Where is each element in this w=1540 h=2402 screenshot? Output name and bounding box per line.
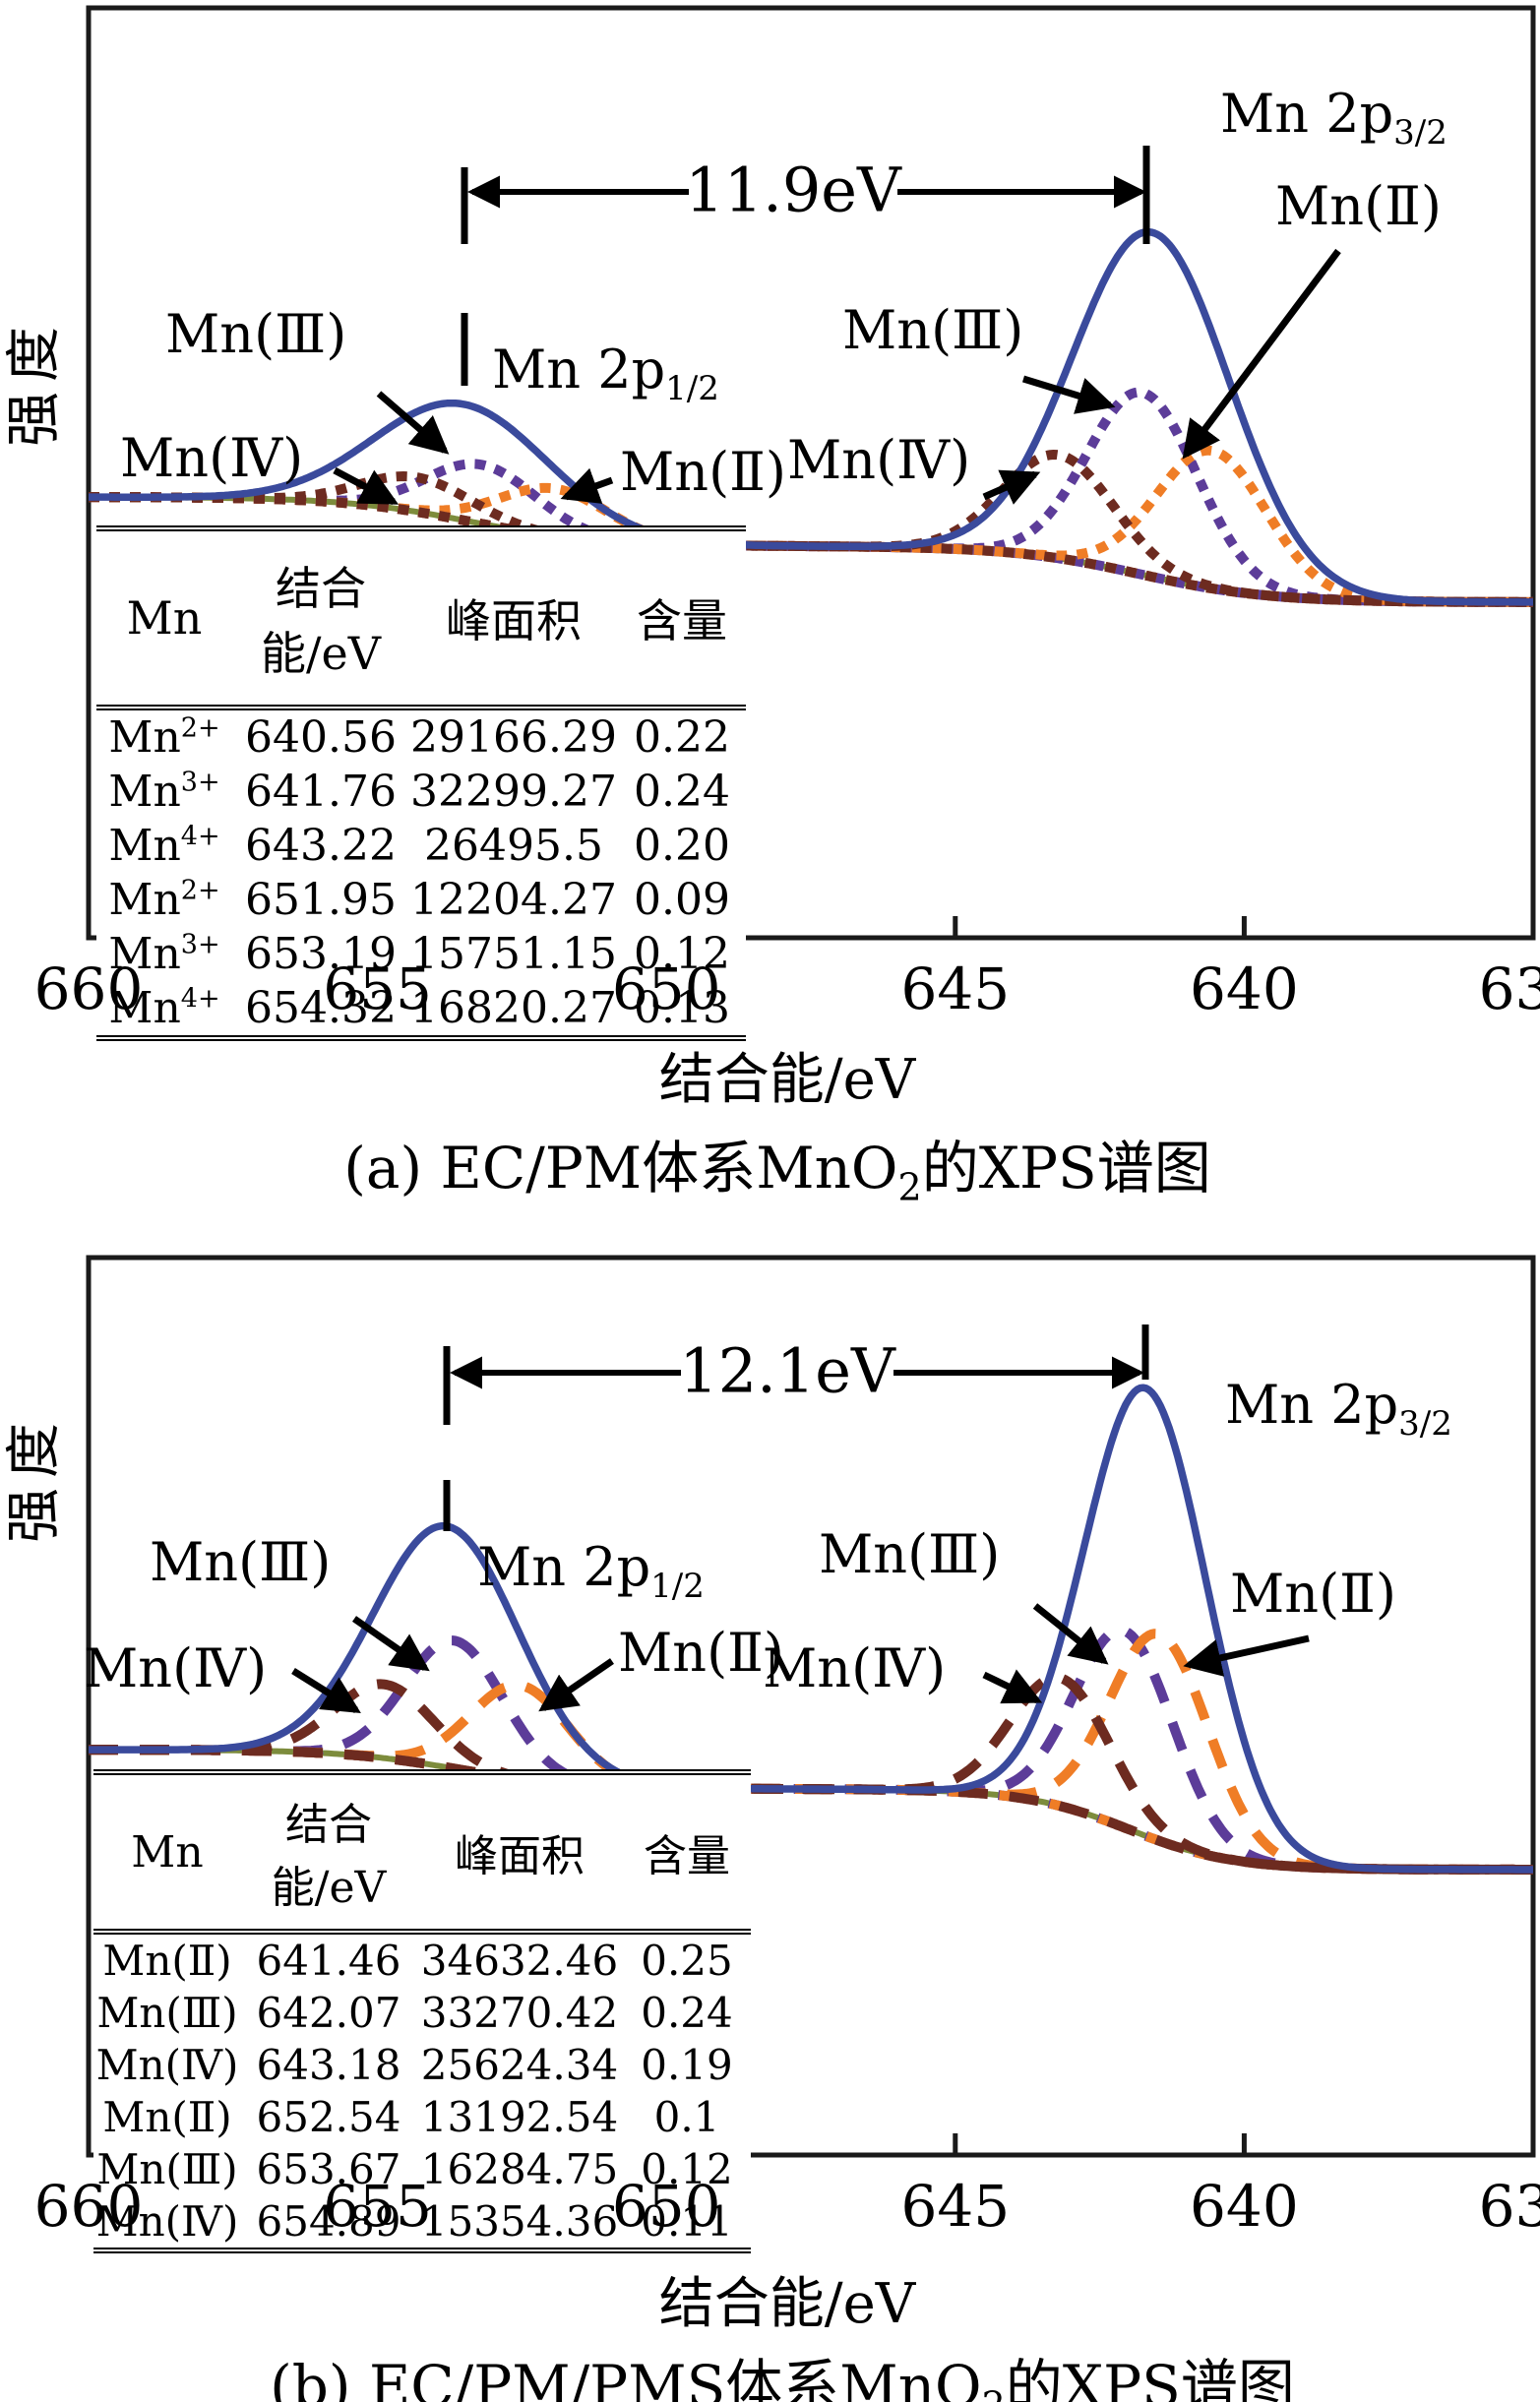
x-tick-label-b: 650 [611,2173,721,2240]
mn2-right-label-a: Mn(Ⅱ) [1275,175,1442,237]
x-tick-label-a: 635 [1478,955,1540,1022]
mn2-left-label-a: Mn(Ⅱ) [620,441,786,503]
table-row: Mn(Ⅲ) 653.67 16284.75 0.12 [96,2145,733,2193]
annotation-arrow-a [1021,375,1116,414]
table-header: Mn [96,528,232,710]
table-header: 结合能/eV [241,1772,416,1935]
table-row: Mn(Ⅲ) 642.07 33270.42 0.24 [96,1989,733,2037]
table-header: 结合能/eV [232,528,409,710]
x-tick-label-a: 640 [1190,955,1299,1022]
table-row: Mn3+ 641.76 32299.27 0.24 [108,767,730,817]
mn3-left-label-a: Mn(Ⅲ) [165,303,347,365]
x-tick-label-b: 660 [33,2173,144,2240]
envelope-curve-a [88,227,1534,606]
annotation-arrow-b [1032,1603,1109,1665]
mn2-right-label-b: Mn(Ⅱ) [1230,1563,1396,1625]
x-tick-label-b: 645 [900,2173,1011,2240]
annotation-arrow-a [333,466,400,506]
mn2p12-label-a: Mn 2p1/2 [492,339,719,408]
table-row: Mn2+ 640.56 29166.29 0.22 [108,712,730,763]
fit-parameters-table-a: Mn 结合能/eV 峰面积 含量 Mn2+ 640.56 29166.29 0.22 Mn3+ 6… [96,525,746,1041]
annotation-arrow-b [982,1669,1043,1704]
annotation-arrow-a [1182,248,1341,460]
table-header: Mn [93,1772,241,1935]
mn3-left-label-b: Mn(Ⅲ) [150,1531,332,1593]
annotation-arrow-b [291,1668,361,1714]
annotation-arrow-a [376,391,450,455]
table-row: Mn(Ⅱ) 641.46 34632.46 0.25 [102,1937,733,1985]
mn2p32-label-a: Mn 2p3/2 [1220,83,1448,153]
table-header: 含量 [618,528,746,710]
mn3-right-label-b: Mn(Ⅲ) [819,1523,1001,1585]
table-row: Mn3+ 653.19 15751.15 0.12 [108,929,730,979]
x-tick-label-a: 655 [323,955,432,1022]
separation-label-b: 12.1eV [679,1334,895,1407]
x-tick-label-a: 650 [611,955,721,1022]
table-header: 峰面积 [416,1772,623,1935]
mn4-right-label-b: Mn(Ⅳ) [763,1637,947,1699]
annotation-arrow-a [982,469,1041,505]
x-tick-label-b: 640 [1190,2173,1299,2240]
mn3-right-label-a: Mn(Ⅲ) [842,299,1024,361]
mn4-right-label-a: Mn(Ⅳ) [787,429,971,491]
caption-b: (b) EC/PM/PMS体系MnO2的XPS谱图 [270,2353,1295,2402]
x-axis-label-b: 结合能/eV [658,2272,916,2336]
table-row: Mn4+ 654.32 16820.27 0.13 [108,983,730,1033]
annotation-arrow-b [352,1616,430,1672]
x-tick-label-b: 655 [323,2173,432,2240]
mn4-left-label-a: Mn(Ⅳ) [120,427,304,489]
table-row: Mn2+ 651.95 12204.27 0.09 [108,875,730,925]
annotation-arrow-b [1183,1634,1310,1677]
x-tick-label-a: 660 [33,955,144,1022]
mn4-component-curve-a [86,471,1536,607]
x-tick-label-a: 645 [900,955,1011,1022]
table-header: 峰面积 [409,528,618,710]
table-row: Mn(Ⅳ) 654.89 15354.36 0.11 [95,2197,733,2246]
plot-frame-a [86,5,1536,941]
x-axis-label-a: 结合能/eV [658,1048,916,1112]
mn2-left-label-b: Mn(Ⅱ) [618,1622,784,1684]
table-row: Mn(Ⅳ) 643.18 25624.34 0.19 [95,2041,733,2089]
separation-label-a: 11.9eV [685,154,901,226]
table-row: Mn(Ⅱ) 652.54 13192.54 0.1 [102,2093,720,2141]
mn2p32-label-b: Mn 2p3/2 [1225,1374,1452,1444]
mn2p12-label-b: Mn 2p1/2 [477,1536,705,1606]
y-axis-label-b: 强度 [2,1413,67,1543]
table-row: Mn4+ 643.22 26495.5 0.20 [108,821,730,871]
fit-parameters-table-b: Mn 结合能/eV 峰面积 含量 Mn(Ⅱ) 641.46 34632.46 0.25 Mn(Ⅲ… [93,1769,751,2253]
annotation-arrow-a [560,467,614,504]
caption-a: (a) EC/PM体系MnO2的XPS谱图 [343,1135,1211,1209]
mn4-left-label-b: Mn(Ⅳ) [84,1637,268,1699]
plot-frame-b [86,1255,1536,2158]
x-tick-label-b: 635 [1478,2173,1540,2240]
annotation-arrow-b [538,1658,614,1712]
y-axis-label-a: 强度 [2,317,67,447]
table-header: 含量 [623,1772,751,1935]
